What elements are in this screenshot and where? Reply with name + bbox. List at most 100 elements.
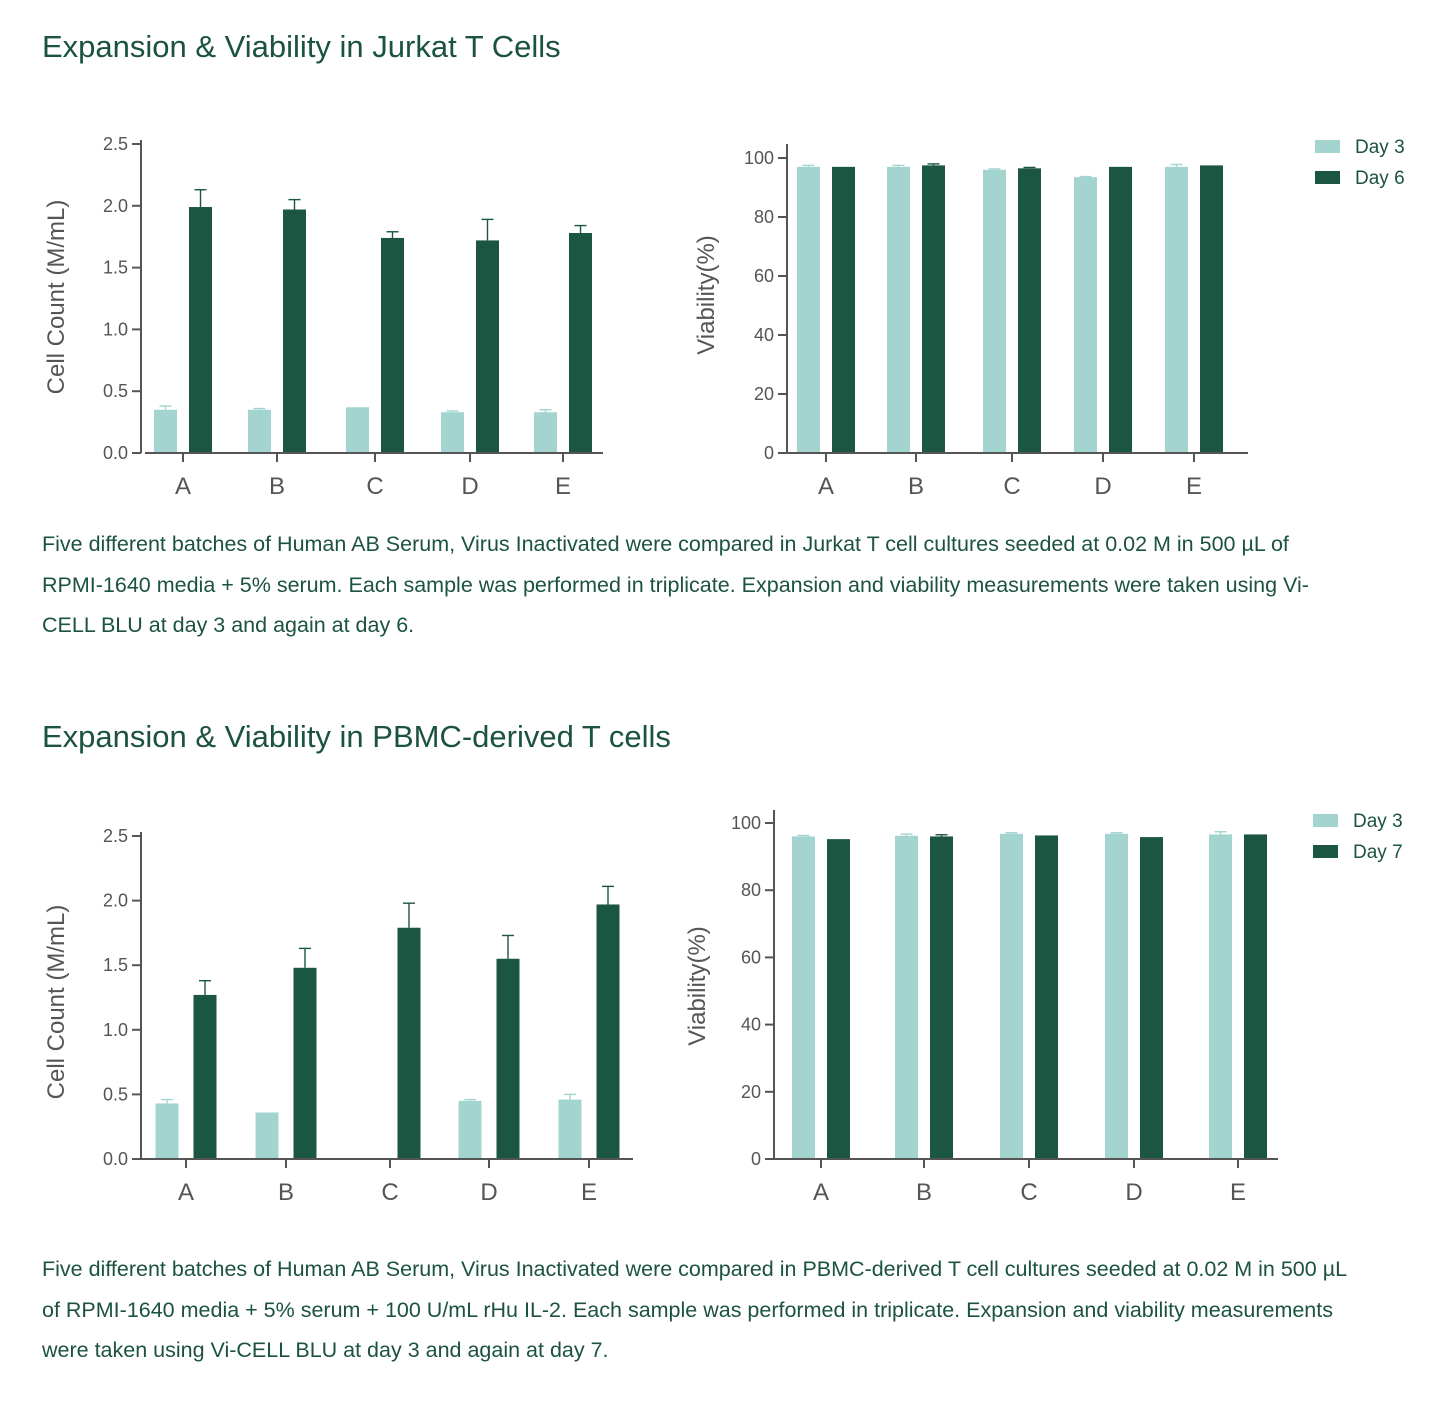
bar-day3 <box>458 1100 482 1159</box>
caption-jurkat: Five different batches of Human AB Serum… <box>42 532 1309 637</box>
y-axis-label: Cell Count (M/mL) <box>43 905 70 1100</box>
x-tick-label: A <box>813 1179 829 1206</box>
chart-pbmc-cell-count: 0.0 0.5 1.0 1.5 2.0 2.5 Cell Count (M/mL) A B C D E <box>43 826 633 1206</box>
bar-late <box>1244 834 1267 1159</box>
legend-swatch <box>1313 814 1338 827</box>
x-tick-label: A <box>818 473 834 500</box>
y-tick-label: 80 <box>754 207 774 227</box>
x-tick-label: C <box>366 473 383 500</box>
legend-label: Day 3 <box>1353 811 1403 832</box>
x-tick-label: D <box>1125 1179 1142 1206</box>
legend-label: Day 6 <box>1355 168 1405 189</box>
y-tick-label: 1.5 <box>103 258 128 278</box>
y-tick-label: 2.5 <box>103 134 128 154</box>
y-tick-label: 0.0 <box>103 1149 128 1169</box>
bar-day3 <box>895 835 918 1159</box>
bar-day3 <box>1074 177 1097 454</box>
bar-late <box>293 967 317 1159</box>
bar-late <box>476 240 499 453</box>
legend-swatch <box>1315 171 1340 184</box>
bar-day3 <box>534 412 557 453</box>
x-tick-label: C <box>1020 1179 1037 1206</box>
bar-late <box>381 237 404 453</box>
legend-swatch <box>1315 140 1340 153</box>
y-tick-label: 0 <box>751 1149 761 1169</box>
x-tick-label: C <box>1003 473 1020 500</box>
legend-label: Day 3 <box>1355 137 1405 158</box>
y-tick-label: 40 <box>741 1015 761 1035</box>
y-tick-label: 20 <box>754 384 774 404</box>
y-tick-label: 100 <box>731 813 761 833</box>
x-tick-label: B <box>908 473 924 500</box>
bar-late <box>930 836 953 1159</box>
bar-day3 <box>155 1103 179 1159</box>
x-tick-label: E <box>1186 473 1202 500</box>
bar-day3 <box>792 836 815 1159</box>
x-tick-label: B <box>278 1179 294 1206</box>
y-tick-label: 20 <box>741 1082 761 1102</box>
bar-late <box>397 927 421 1159</box>
y-tick-label: 2.0 <box>103 891 128 911</box>
x-tick-label: B <box>269 473 285 500</box>
bar-day3 <box>558 1099 582 1159</box>
bar-late <box>1109 166 1132 453</box>
bar-day3 <box>441 412 464 453</box>
bar-late <box>189 207 212 453</box>
y-tick-label: 1.0 <box>103 1020 128 1040</box>
y-tick-label: 40 <box>754 325 774 345</box>
bar-day3 <box>154 409 177 453</box>
y-tick-label: 0.5 <box>103 381 128 401</box>
bar-late <box>1140 837 1163 1159</box>
chart-jurkat-viability: 0 20 40 60 80 100 Viability(%) A B C D E Day 3 Day 6 <box>693 137 1405 500</box>
legend-label: Day 7 <box>1353 842 1403 863</box>
x-tick-label: E <box>581 1179 597 1206</box>
x-tick-label: E <box>555 473 571 500</box>
y-tick-label: 0.0 <box>103 443 128 463</box>
y-tick-label: 100 <box>744 148 774 168</box>
bar-late <box>569 232 592 453</box>
x-tick-label: B <box>916 1179 932 1206</box>
x-tick-label: D <box>480 1179 497 1206</box>
bar-day3 <box>887 166 910 453</box>
x-tick-label: A <box>178 1179 194 1206</box>
y-axis-label: Viability(%) <box>684 926 711 1046</box>
bar-day3 <box>983 169 1006 454</box>
y-tick-label: 0.5 <box>103 1084 128 1104</box>
bar-day3 <box>1209 834 1232 1159</box>
bar-late <box>283 209 306 453</box>
bar-day3 <box>1000 833 1023 1159</box>
x-tick-label: D <box>461 473 478 500</box>
bar-day3 <box>346 407 369 453</box>
chart-jurkat-cell-count: 0.0 0.5 1.0 1.5 2.0 2.5 Cell Count (M/mL) A B C D E <box>43 134 603 500</box>
bar-late <box>193 994 217 1159</box>
y-tick-label: 1.5 <box>103 955 128 975</box>
bar-day3 <box>1105 833 1128 1159</box>
y-axis-label: Viability(%) <box>693 235 720 355</box>
x-tick-label: D <box>1094 473 1111 500</box>
bar-late <box>1018 168 1041 453</box>
bar-day3 <box>1165 166 1188 453</box>
bar-late <box>827 839 850 1159</box>
section-title-jurkat: Expansion & Viability in Jurkat T Cells <box>42 29 561 64</box>
bar-late <box>1035 835 1058 1159</box>
chart-pbmc-viability: 0 20 40 60 80 100 Viability(%) A B C D E Day 3 Day 7 <box>684 810 1403 1206</box>
bar-day3 <box>797 166 820 453</box>
y-tick-label: 60 <box>741 947 761 967</box>
bar-late <box>922 165 945 453</box>
y-axis-label: Cell Count (M/mL) <box>43 200 70 395</box>
bar-late <box>1200 165 1223 453</box>
x-tick-label: A <box>175 473 191 500</box>
x-tick-label: C <box>381 1179 398 1206</box>
y-tick-label: 2.5 <box>103 826 128 846</box>
bar-late <box>832 166 855 453</box>
y-tick-label: 1.0 <box>103 319 128 339</box>
bar-late <box>596 904 620 1159</box>
x-tick-label: E <box>1230 1179 1246 1206</box>
y-tick-label: 60 <box>754 266 774 286</box>
bar-day3 <box>248 409 271 453</box>
legend-swatch <box>1313 845 1338 858</box>
caption-pbmc: Five different batches of Human AB Serum… <box>42 1257 1347 1362</box>
y-tick-label: 2.0 <box>103 196 128 216</box>
bar-day3 <box>255 1112 279 1159</box>
y-tick-label: 0 <box>764 443 774 463</box>
